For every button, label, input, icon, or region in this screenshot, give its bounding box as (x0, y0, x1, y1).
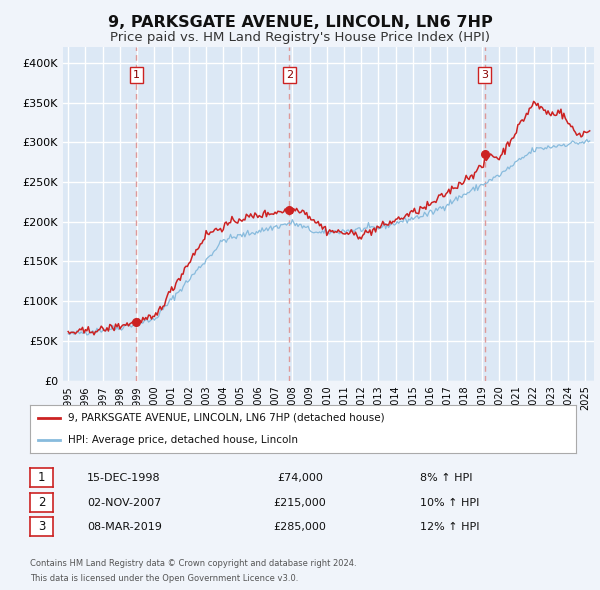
Text: 10% ↑ HPI: 10% ↑ HPI (420, 498, 479, 507)
Text: 1: 1 (38, 471, 45, 484)
Text: 12% ↑ HPI: 12% ↑ HPI (420, 522, 479, 532)
Text: 3: 3 (38, 520, 45, 533)
Text: Contains HM Land Registry data © Crown copyright and database right 2024.: Contains HM Land Registry data © Crown c… (30, 559, 356, 568)
Text: This data is licensed under the Open Government Licence v3.0.: This data is licensed under the Open Gov… (30, 574, 298, 583)
Text: 2: 2 (38, 496, 45, 509)
Text: HPI: Average price, detached house, Lincoln: HPI: Average price, detached house, Linc… (68, 435, 298, 445)
Text: 9, PARKSGATE AVENUE, LINCOLN, LN6 7HP: 9, PARKSGATE AVENUE, LINCOLN, LN6 7HP (107, 15, 493, 30)
Text: £285,000: £285,000 (274, 522, 326, 532)
Text: 8% ↑ HPI: 8% ↑ HPI (420, 473, 473, 483)
Text: £74,000: £74,000 (277, 473, 323, 483)
Text: 2: 2 (286, 70, 293, 80)
Text: 02-NOV-2007: 02-NOV-2007 (87, 498, 161, 507)
Text: 15-DEC-1998: 15-DEC-1998 (87, 473, 161, 483)
Text: 9, PARKSGATE AVENUE, LINCOLN, LN6 7HP (detached house): 9, PARKSGATE AVENUE, LINCOLN, LN6 7HP (d… (68, 413, 385, 423)
Text: 08-MAR-2019: 08-MAR-2019 (87, 522, 162, 532)
Text: 1: 1 (133, 70, 140, 80)
Text: £215,000: £215,000 (274, 498, 326, 507)
Text: 3: 3 (481, 70, 488, 80)
Text: Price paid vs. HM Land Registry's House Price Index (HPI): Price paid vs. HM Land Registry's House … (110, 31, 490, 44)
